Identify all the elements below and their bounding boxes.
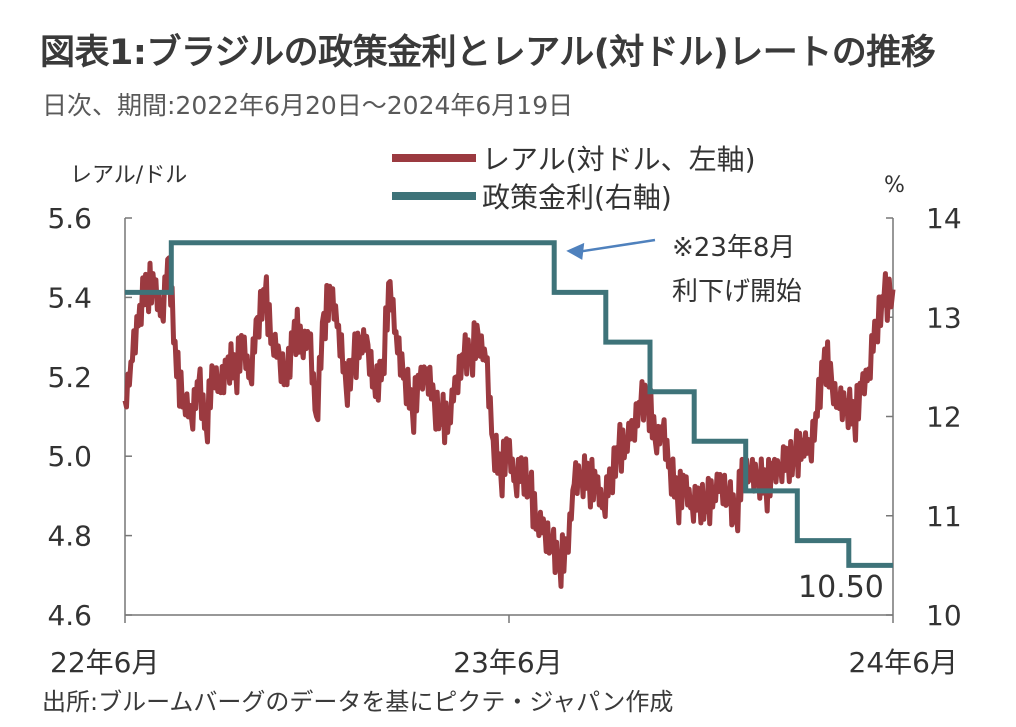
right-tick-label: 14 (926, 202, 962, 235)
annotation-arrowhead (566, 242, 585, 260)
chart-title: 図表1:ブラジルの政策金利とレアル(対ドル)レートの推移 (40, 33, 936, 73)
left-axis-unit: レアル/ドル (70, 163, 187, 188)
policy-rate-line (125, 240, 893, 568)
legend-label: 政策金利(右軸) (482, 181, 672, 214)
left-tick-label: 5.0 (47, 440, 92, 473)
right-tick-label: 11 (926, 500, 962, 533)
left-tick-label: 5.6 (47, 202, 92, 235)
end-value-label: 10.50 (798, 570, 884, 605)
annotation-arrow (578, 238, 656, 254)
right-tick-label: 12 (926, 401, 962, 434)
x-tick-label: 24年6月 (849, 646, 958, 679)
source-note: 出所:ブルームバーグのデータを基にピクテ・ジャパン作成 (42, 688, 674, 716)
chart-subtitle: 日次、期間:2022年6月20日〜2024年6月19日 (42, 91, 574, 120)
legend-label: レアル(対ドル、左軸) (482, 143, 756, 176)
left-tick-label: 4.6 (47, 599, 92, 632)
left-tick-label: 5.2 (47, 361, 92, 394)
x-tick-label: 23年6月 (453, 646, 562, 679)
real-series-line (122, 255, 896, 589)
right-tick-label: 13 (926, 301, 962, 334)
right-axis-unit: % (884, 173, 905, 198)
right-tick-label: 10 (926, 599, 962, 632)
x-tick-label: 22年6月 (50, 646, 159, 679)
annotation-line1: ※23年8月 (672, 233, 795, 263)
left-tick-label: 5.4 (47, 281, 92, 314)
annotation-line2: 利下げ開始 (672, 277, 802, 307)
left-tick-label: 4.8 (47, 520, 92, 553)
